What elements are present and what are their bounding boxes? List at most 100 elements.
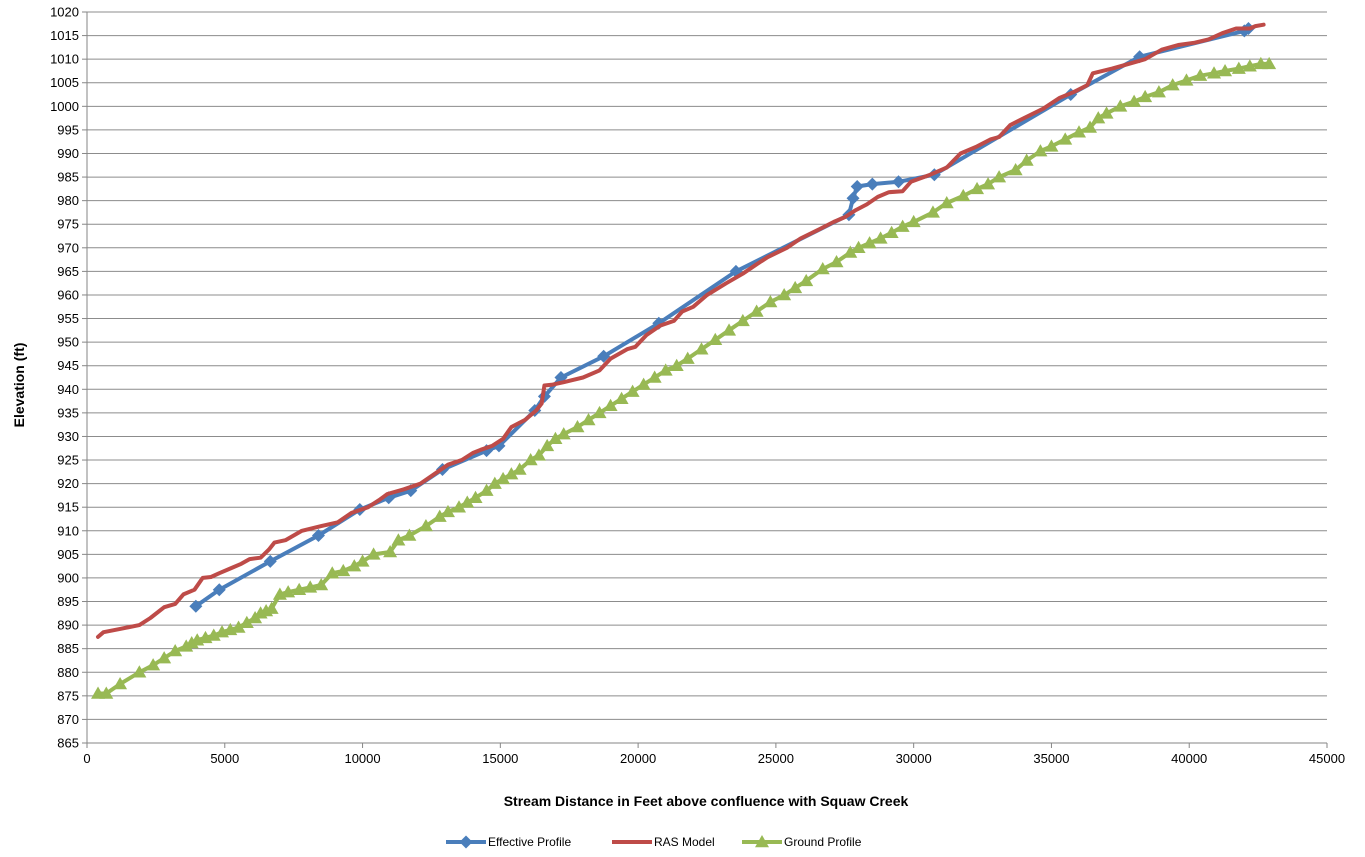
data-point-ground-profile: [168, 644, 183, 657]
series-line-effective-profile: [193, 26, 1251, 609]
y-tick-label: 890: [57, 618, 79, 633]
x-tick-label: 15000: [482, 751, 518, 766]
x-tick-label: 20000: [620, 751, 656, 766]
data-point-ground-profile: [722, 323, 737, 336]
legend-item-ras-model: RAS Model: [612, 835, 715, 849]
data-point-ground-profile: [402, 528, 417, 541]
data-point-ground-profile: [99, 686, 114, 699]
y-axis-title: Elevation (ft): [11, 343, 27, 428]
y-tick-label: 1005: [50, 75, 79, 90]
data-point-ground-profile: [906, 214, 921, 228]
data-point-ground-profile: [970, 181, 985, 195]
data-point-ground-profile: [336, 563, 351, 577]
data-point-ground-profile: [862, 236, 877, 249]
legend-marker-ground-profile: [755, 835, 769, 848]
data-point-ground-profile: [1151, 85, 1166, 98]
y-tick-label: 870: [57, 712, 79, 727]
data-point-ground-profile: [468, 490, 483, 504]
data-point-ground-profile: [1193, 68, 1208, 81]
data-point-ground-profile: [680, 351, 695, 364]
y-tick-label: 980: [57, 193, 79, 208]
x-tick-label: 0: [83, 751, 90, 766]
y-tick-label: 930: [57, 429, 79, 444]
y-tick-label: 865: [57, 736, 79, 751]
data-point-ground-profile: [799, 273, 814, 287]
data-point-effective-profile: [311, 528, 325, 542]
data-point-ground-profile: [1091, 111, 1106, 124]
y-tick-label: 970: [57, 240, 79, 255]
data-point-effective-profile: [850, 179, 864, 193]
y-tick-label: 940: [57, 382, 79, 397]
y-tick-label: 950: [57, 335, 79, 350]
data-point-ground-profile: [614, 391, 629, 404]
data-point-ground-profile: [592, 405, 607, 419]
data-point-ground-profile: [548, 431, 563, 445]
data-point-ground-profile: [432, 509, 447, 522]
data-point-ground-profile: [777, 287, 792, 301]
data-point-ground-profile: [1008, 162, 1023, 176]
data-point-ground-profile: [1019, 153, 1034, 166]
data-point-ground-profile: [556, 427, 571, 440]
data-point-ground-profile: [179, 639, 194, 652]
data-point-ground-profile: [636, 377, 651, 390]
data-point-ground-profile: [1127, 94, 1142, 107]
y-tick-label: 915: [57, 500, 79, 515]
legend: Effective Profile RAS Model Ground Profile: [446, 835, 862, 849]
data-point-ground-profile: [460, 495, 475, 508]
data-point-effective-profile: [189, 599, 203, 613]
y-tick-label: 995: [57, 122, 79, 137]
data-point-ground-profile: [1072, 125, 1086, 138]
data-point-ground-profile: [669, 358, 684, 371]
data-point-ground-profile: [146, 658, 161, 671]
y-tick-label: 945: [57, 358, 79, 373]
series-ras-model: [96, 22, 1266, 639]
grid-layer: [87, 11, 1327, 744]
data-point-ground-profile: [735, 313, 750, 327]
data-point-ground-profile: [239, 615, 254, 628]
data-point-ground-profile: [1058, 132, 1073, 145]
y-tick-label: 975: [57, 217, 79, 232]
x-tick-label: 35000: [1033, 751, 1069, 766]
data-point-ground-profile: [264, 601, 279, 614]
data-point-ground-profile: [540, 438, 555, 452]
data-point-ground-profile: [281, 585, 296, 598]
data-point-ground-profile: [625, 384, 640, 397]
data-point-ground-profile: [694, 342, 709, 355]
series-effective-profile: [189, 22, 1255, 613]
data-point-ground-profile: [479, 483, 494, 496]
data-point-ground-profile: [895, 219, 910, 232]
legend-label-ras-model: RAS Model: [654, 835, 715, 849]
y-tick-label: 910: [57, 523, 79, 538]
y-tick-label: 900: [57, 570, 79, 585]
data-point-ground-profile: [1231, 61, 1246, 74]
data-point-ground-profile: [749, 304, 764, 317]
x-tick-label: 5000: [210, 751, 239, 766]
data-point-effective-profile: [212, 583, 226, 597]
y-tick-label: 1000: [50, 99, 79, 114]
data-point-ground-profile: [1179, 73, 1194, 86]
y-tick-label: 985: [57, 170, 79, 185]
data-point-ground-profile: [1033, 144, 1048, 157]
data-point-ground-profile: [1207, 66, 1222, 79]
legend-item-ground-profile: Ground Profile: [742, 835, 862, 849]
data-point-ground-profile: [708, 332, 723, 346]
legend-marker-effective-profile: [459, 835, 473, 849]
data-point-ground-profile: [570, 420, 585, 433]
data-point-ground-profile: [981, 177, 996, 190]
data-point-ground-profile: [531, 448, 546, 461]
data-point-ground-profile: [292, 582, 307, 595]
data-point-ground-profile: [647, 370, 662, 383]
data-point-ground-profile: [1218, 63, 1233, 77]
data-point-ground-profile: [347, 559, 362, 572]
data-point-ground-profile: [1099, 106, 1114, 119]
data-point-ground-profile: [132, 665, 147, 678]
data-point-ground-profile: [1262, 56, 1277, 70]
y-tick-label: 920: [57, 476, 79, 491]
data-point-ground-profile: [815, 262, 830, 275]
data-point-ground-profile: [1044, 139, 1059, 152]
data-point-ground-profile: [355, 554, 370, 567]
y-tick-label: 955: [57, 311, 79, 326]
data-point-effective-profile: [597, 349, 611, 363]
data-point-effective-profile: [892, 175, 906, 189]
